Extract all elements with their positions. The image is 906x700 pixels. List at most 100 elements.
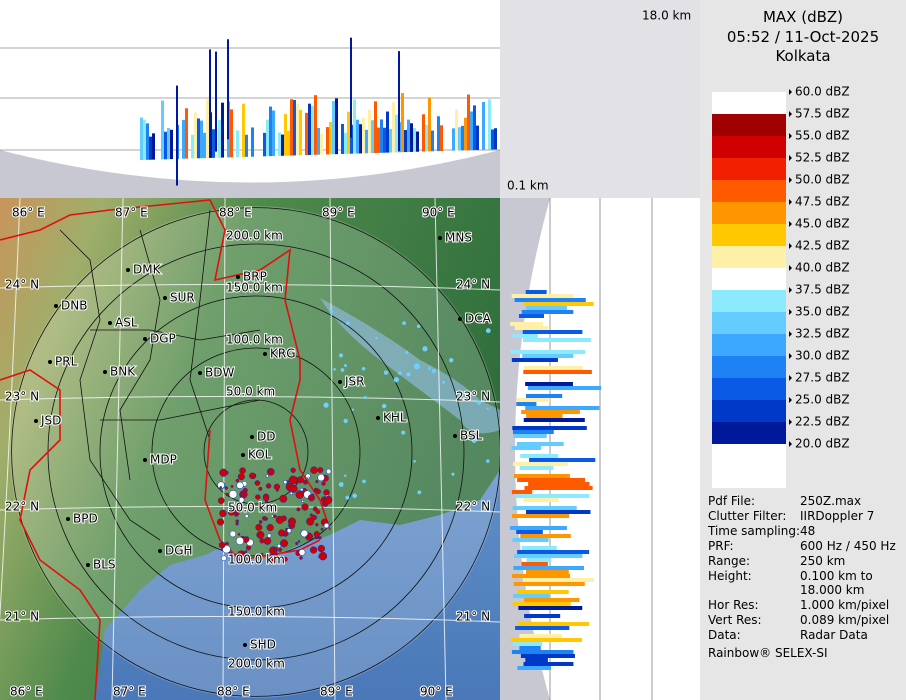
legend-swatch	[712, 334, 786, 356]
echo-cell	[318, 551, 328, 561]
echo-top	[227, 39, 229, 140]
echo-cell	[317, 467, 324, 474]
echo-cell	[255, 494, 261, 500]
echo-cell	[235, 519, 240, 524]
city-dot	[66, 517, 70, 521]
echo-cell	[224, 470, 229, 475]
echo	[524, 486, 593, 490]
range-ring	[99, 295, 413, 609]
echo-cell	[299, 556, 303, 560]
legend-label: 60.0 dBZ	[795, 85, 850, 99]
echo-cell	[227, 508, 236, 516]
echo-cell	[315, 523, 319, 527]
range-label: 50.0 km	[228, 501, 277, 515]
echo-cell	[315, 480, 319, 484]
echo	[525, 394, 563, 398]
city-label: DNB	[61, 299, 87, 313]
city-label: DGP	[150, 332, 176, 346]
echo-cell	[221, 555, 227, 562]
echo-cell	[267, 533, 272, 538]
legend-tick	[789, 265, 792, 271]
range-label: 100.0 km	[226, 333, 283, 347]
lon-label: 88° E	[217, 685, 250, 699]
echo	[523, 498, 559, 502]
echo-cell	[286, 528, 292, 534]
echo	[422, 114, 425, 152]
lat-label: 21° N	[5, 610, 39, 624]
echo	[512, 430, 554, 434]
echo	[428, 97, 431, 152]
info-value: Radar Data	[800, 628, 868, 642]
echo	[140, 117, 143, 160]
legend-tick	[789, 111, 792, 117]
echo	[520, 534, 571, 538]
echo	[269, 106, 272, 157]
info-value: 0.089 km/pixel	[800, 613, 890, 627]
info-value: 0.100 km to 18.000 km	[800, 569, 873, 597]
info-value: 600 Hz / 450 Hz	[800, 539, 896, 553]
echo-top	[215, 51, 217, 152]
legend-label: 37.5 dBZ	[795, 283, 850, 297]
echo	[380, 119, 383, 153]
echo-cell	[442, 380, 446, 384]
legend-label: 25.0 dBZ	[795, 393, 850, 407]
echo-cell	[428, 367, 431, 370]
echo	[386, 111, 389, 153]
echo-cell	[393, 377, 400, 383]
echo-cell	[344, 474, 347, 477]
city-dot	[458, 317, 462, 321]
echo	[526, 558, 552, 562]
echo-cell	[326, 468, 332, 475]
echo-cell	[258, 486, 263, 491]
echo	[251, 127, 254, 157]
echo-cell	[273, 514, 277, 519]
echo-cell	[485, 328, 491, 334]
echo	[317, 127, 320, 155]
echo	[512, 642, 543, 646]
echo-cell	[283, 480, 288, 485]
legend-swatch	[712, 378, 786, 400]
legend-label: 32.5 dBZ	[795, 327, 850, 341]
echo-cell	[417, 490, 422, 495]
echo-cell	[278, 529, 286, 537]
echo-cell	[217, 497, 225, 504]
echo-cell	[218, 541, 226, 549]
range-label: 100.0 km	[228, 553, 285, 567]
echo	[464, 117, 467, 151]
echo	[392, 102, 395, 153]
legend-label: 47.5 dBZ	[795, 195, 850, 209]
lon-label: 86° E	[10, 685, 43, 699]
echo	[518, 606, 583, 610]
echo	[516, 402, 537, 406]
echo-top	[398, 51, 400, 152]
coverage	[10, 206, 500, 698]
echo-cell	[309, 546, 318, 554]
echo	[458, 127, 461, 151]
legend-label: 30.0 dBZ	[795, 349, 850, 363]
echo-cell	[351, 408, 354, 411]
echo-cell	[229, 530, 237, 538]
site-name: Kolkata	[775, 47, 831, 65]
echo-cell	[323, 522, 330, 529]
info-value: 250Z.max	[800, 494, 862, 508]
echo-cell	[241, 555, 248, 562]
echo	[332, 101, 335, 155]
lon-label: 86° E	[12, 206, 45, 220]
echo	[523, 418, 585, 422]
echo	[305, 112, 308, 156]
echo-cell	[422, 346, 428, 352]
echo	[520, 454, 559, 458]
echo	[523, 366, 583, 370]
city-dot	[126, 268, 130, 272]
legend-swatch	[712, 158, 786, 180]
echo	[362, 118, 365, 154]
echo	[525, 306, 567, 310]
info-label: Vert Res:	[708, 613, 762, 627]
legend-swatch	[712, 422, 786, 444]
city-dot	[198, 371, 202, 375]
timestamp: 05:52 / 11-Oct-2025	[726, 28, 880, 46]
legend-tick	[789, 353, 792, 359]
echo-cell	[249, 472, 256, 480]
echo	[511, 514, 570, 518]
echo	[520, 654, 575, 658]
